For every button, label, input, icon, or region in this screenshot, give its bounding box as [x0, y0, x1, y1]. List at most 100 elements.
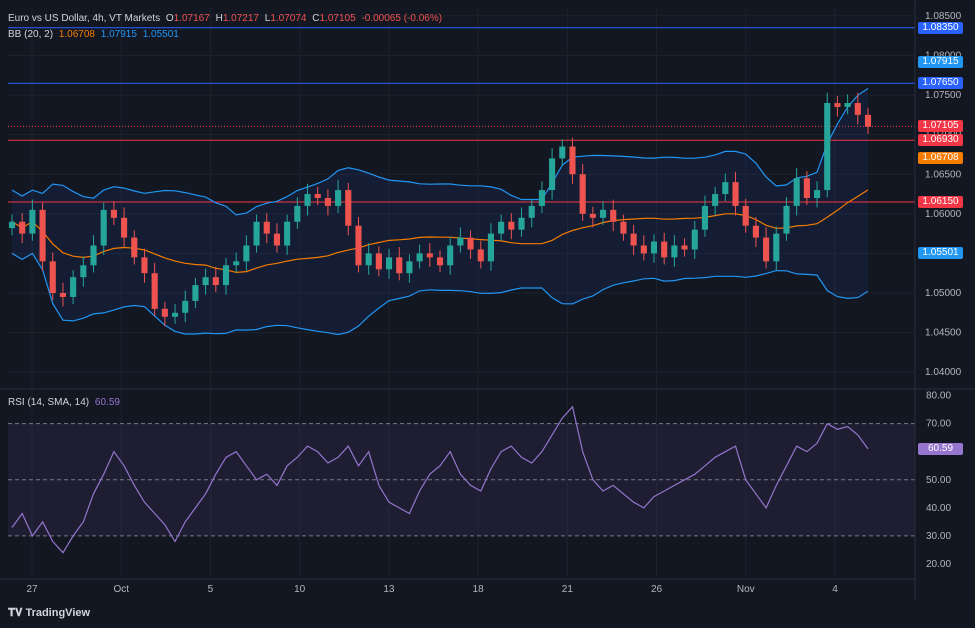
brand-name: TradingView	[25, 607, 91, 619]
candle-body	[375, 253, 382, 270]
candle-body	[732, 182, 739, 206]
candle-body	[457, 237, 464, 246]
price-tag: 1.06930	[918, 134, 963, 147]
candle-body	[243, 245, 250, 262]
candle-body	[284, 221, 291, 246]
bb-basis-value: 1.06708	[58, 29, 95, 40]
candle-body	[447, 245, 454, 266]
candle-body	[171, 312, 179, 317]
bb-legend: BB (20, 2) 1.06708 1.07915 1.05501	[8, 29, 182, 40]
candle-body	[742, 205, 749, 226]
candle-body	[508, 221, 515, 230]
candle-body	[8, 221, 16, 229]
candle-body	[416, 253, 423, 262]
price-tag: 1.07915	[918, 56, 963, 69]
candle-body	[854, 103, 861, 115]
candle-body	[640, 245, 647, 254]
tradingview-logo[interactable]: 𝐓𝐕 TradingView	[8, 607, 90, 620]
price-tick-label: 1.04500	[925, 328, 962, 339]
candle-body	[773, 233, 780, 262]
ohlc-change: -0.00065 (-0.06%)	[361, 13, 443, 24]
rsi-legend: RSI (14, SMA, 14) 60.59	[8, 397, 123, 408]
candle-body	[813, 190, 821, 198]
bb-label: BB (20, 2)	[8, 29, 54, 40]
candle-body	[864, 114, 872, 127]
candle-body	[314, 194, 321, 198]
candle-body	[263, 221, 270, 234]
rsi-value: 60.59	[94, 397, 120, 408]
candle-body	[121, 217, 128, 238]
price-tick-label: 1.08500	[925, 11, 962, 22]
candle-body	[436, 257, 444, 266]
candle-body	[650, 241, 658, 254]
grid	[8, 8, 915, 578]
candle-body	[569, 146, 576, 175]
candle-body	[80, 265, 87, 278]
bb-upper-line	[11, 88, 869, 216]
candle-body	[599, 209, 607, 218]
time-tick-label: 13	[383, 584, 395, 595]
rsi-pane	[8, 405, 915, 554]
candle-body	[426, 253, 433, 258]
time-tick-label: 27	[26, 584, 38, 595]
candle-body	[712, 194, 719, 206]
price-tick-label: 1.04000	[925, 367, 962, 378]
price-tick-label: 1.06500	[925, 169, 962, 180]
ohlc-low: L1.07074	[264, 13, 307, 24]
candle-body	[141, 257, 148, 274]
candle-body	[90, 245, 97, 266]
candle-body	[538, 190, 545, 206]
rsi-tick-label: 70.00	[926, 419, 951, 430]
rsi-label: RSI (14, SMA, 14)	[8, 397, 90, 408]
rsi-tick-label: 20.00	[926, 559, 951, 570]
rsi-tick-label: 30.00	[926, 531, 951, 542]
candle-body	[681, 245, 688, 250]
rsi-tick-label: 80.00	[926, 391, 951, 402]
candle-body	[793, 178, 800, 206]
candle-body	[701, 205, 709, 230]
candle-body	[222, 265, 230, 286]
candle-body	[498, 221, 505, 234]
candle-body	[803, 178, 810, 198]
symbol-legend: Euro vs US Dollar, 4h, VT Markets O1.071…	[8, 13, 445, 24]
candle-body	[233, 261, 240, 266]
candle-body	[763, 237, 770, 262]
time-tick-label: Nov	[737, 584, 755, 595]
candle-body	[528, 205, 535, 218]
candle-body	[202, 277, 209, 286]
candle-body	[19, 221, 26, 234]
candle-body	[110, 209, 117, 218]
ohlc-close: C1.07105	[312, 13, 356, 24]
candle-body	[487, 233, 495, 262]
candle-body	[396, 257, 403, 274]
candle-body	[253, 221, 260, 246]
bollinger-lines	[11, 88, 869, 336]
candle-body	[304, 194, 311, 206]
price-levels	[8, 27, 915, 203]
price-tag: 1.06708	[918, 151, 963, 164]
price-tick-label: 1.07500	[925, 90, 962, 101]
price-tag: 1.07105	[918, 120, 963, 133]
candle-body	[783, 205, 790, 234]
candle-body	[406, 261, 413, 274]
candle-body	[589, 213, 596, 218]
candle-body	[345, 190, 352, 226]
price-tick-label: 1.08000	[925, 51, 962, 62]
candle-body	[131, 237, 138, 258]
rsi-tick-label: 50.00	[926, 475, 951, 486]
candle-body	[49, 261, 56, 293]
candle-body	[752, 225, 759, 238]
candle-body	[365, 253, 372, 266]
time-tick-label: 4	[832, 584, 838, 595]
price-tag: 1.05501	[918, 247, 963, 260]
ohlc-high: H1.07217	[215, 13, 259, 24]
candle-body	[610, 209, 617, 222]
candle-body	[212, 277, 219, 286]
candle-body	[273, 233, 281, 246]
price-tag: 1.06150	[918, 195, 963, 208]
time-tick-label: 5	[208, 584, 214, 595]
price-tick-label: 1.06000	[925, 209, 962, 220]
price-tick-label: 1.05000	[925, 288, 962, 299]
tradingview-icon: 𝐓𝐕	[8, 607, 23, 619]
